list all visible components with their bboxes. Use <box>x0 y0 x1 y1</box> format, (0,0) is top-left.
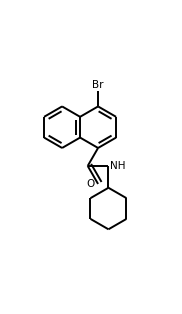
Text: NH: NH <box>110 161 126 171</box>
Text: Br: Br <box>92 80 104 90</box>
Text: O: O <box>86 179 94 189</box>
